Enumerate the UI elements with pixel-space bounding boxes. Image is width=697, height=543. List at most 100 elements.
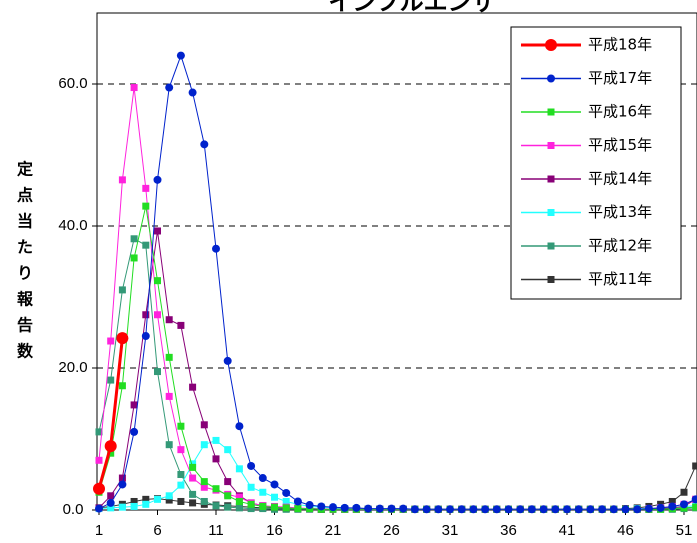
data-point — [305, 501, 314, 510]
legend-marker — [547, 209, 555, 216]
data-point — [247, 500, 255, 508]
series-平成11年 — [95, 462, 697, 513]
legend-marker — [547, 142, 555, 149]
data-point — [165, 492, 173, 500]
data-point — [154, 311, 161, 319]
y-tick-label: 40.0 — [58, 217, 87, 234]
data-point — [200, 497, 208, 505]
plot-area — [96, 12, 697, 511]
data-point — [177, 481, 185, 489]
data-point — [107, 504, 115, 512]
data-point — [492, 505, 501, 514]
data-point — [200, 421, 208, 429]
legend-marker — [547, 242, 555, 250]
data-point — [282, 504, 290, 512]
legend-label: 平成13年 — [588, 203, 652, 221]
legend-marker — [545, 39, 557, 51]
legend-item: 平成15年 — [521, 136, 652, 154]
data-point — [270, 480, 279, 489]
data-point — [680, 488, 688, 496]
data-point — [317, 502, 326, 511]
data-point — [399, 504, 408, 513]
data-point — [457, 505, 466, 514]
data-point — [118, 503, 126, 511]
legend-label: 平成18年 — [588, 36, 652, 54]
legend-item: 平成18年 — [521, 36, 652, 54]
data-point — [95, 428, 103, 436]
legend-item: 平成14年 — [521, 170, 652, 188]
legend-label: 平成17年 — [588, 69, 652, 87]
legend-label: 平成11年 — [588, 270, 652, 288]
data-point — [142, 500, 150, 508]
data-point — [259, 488, 267, 496]
data-point — [574, 505, 583, 514]
data-point — [118, 286, 126, 294]
series-line — [98, 439, 697, 510]
data-point — [410, 505, 419, 514]
y-tick-label: 60.0 — [58, 75, 87, 92]
y-tick-label: 20.0 — [58, 359, 87, 376]
data-point — [621, 505, 630, 514]
data-point — [516, 505, 525, 514]
data-point — [142, 241, 150, 249]
data-point — [142, 311, 150, 319]
data-point — [212, 244, 220, 253]
x-tick-label: 26 — [383, 522, 400, 539]
data-point — [177, 471, 185, 478]
data-point — [247, 483, 255, 491]
data-point — [130, 497, 138, 505]
data-point — [153, 175, 162, 184]
data-point — [212, 502, 220, 510]
data-point — [668, 497, 676, 505]
data-point — [177, 422, 185, 430]
data-point — [118, 480, 127, 489]
data-point — [551, 505, 560, 514]
data-point — [118, 382, 126, 390]
legend-marker — [547, 74, 555, 83]
data-point — [481, 505, 490, 514]
legend-label: 平成14年 — [588, 170, 652, 188]
legend-item: 平成13年 — [521, 203, 652, 221]
y-tick-label: 0.0 — [63, 501, 84, 518]
data-point — [154, 277, 161, 285]
data-point — [188, 88, 197, 97]
data-point — [527, 505, 536, 514]
data-point — [141, 332, 150, 341]
y-axis-title-char: 定 — [16, 160, 33, 179]
data-point — [142, 202, 150, 210]
data-point — [680, 500, 688, 509]
data-point — [422, 505, 431, 514]
data-point — [93, 482, 105, 495]
series-layer — [93, 51, 697, 514]
data-point — [539, 505, 548, 514]
series-line — [97, 338, 124, 490]
data-point — [375, 504, 384, 513]
data-point — [104, 440, 117, 453]
data-point — [586, 505, 595, 514]
data-point — [212, 436, 220, 444]
data-point — [177, 446, 185, 454]
y-axis-title-char: 点 — [17, 186, 33, 205]
series-平成17年 — [95, 51, 697, 514]
data-point — [200, 441, 208, 449]
data-point — [106, 498, 115, 507]
data-point — [235, 493, 243, 501]
data-point — [434, 505, 443, 514]
data-point — [118, 474, 126, 482]
data-point — [176, 51, 185, 60]
x-tick-label: 11 — [208, 522, 224, 539]
data-point — [224, 492, 232, 500]
data-point — [154, 368, 161, 376]
y-axis-ticks: 0.0 20.0 40.0 60.0 — [58, 75, 97, 518]
chart-title: インフルエンザ — [328, 0, 495, 16]
y-axis-title-char: た — [17, 238, 33, 257]
data-point — [177, 497, 185, 505]
data-point — [563, 505, 571, 514]
data-point — [130, 502, 138, 510]
data-point — [364, 504, 373, 513]
data-point — [154, 495, 161, 503]
x-tick-label: 41 — [559, 522, 576, 539]
data-point — [271, 493, 278, 501]
y-axis-title-char: 報 — [17, 290, 34, 309]
legend-item: 平成11年 — [521, 270, 652, 288]
